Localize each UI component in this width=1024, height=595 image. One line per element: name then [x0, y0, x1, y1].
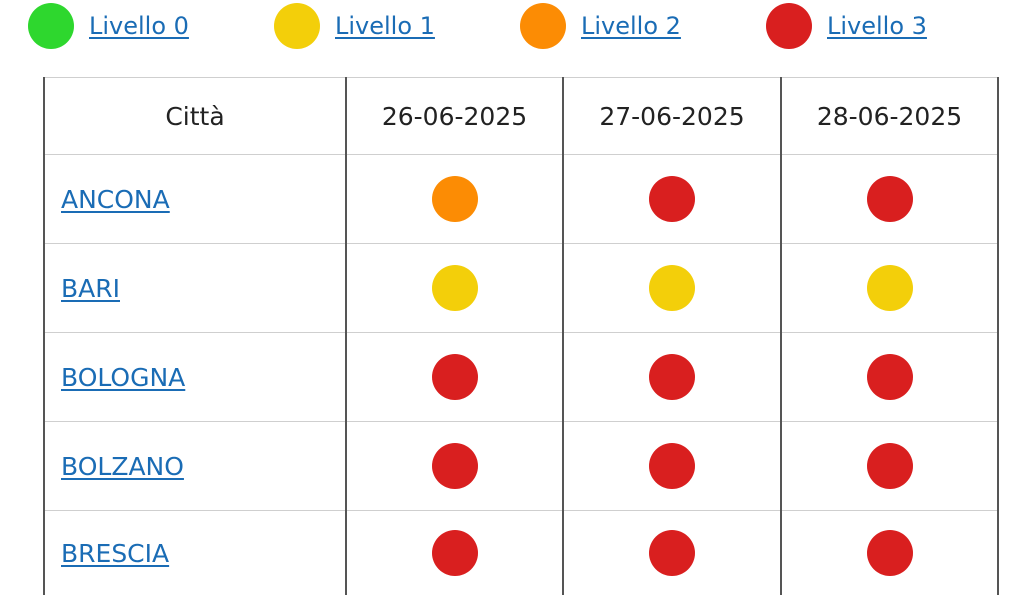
orange-circle-icon — [520, 3, 566, 49]
level-cell — [781, 333, 998, 422]
red-circle-icon — [867, 176, 913, 222]
heat-alert-table: Città 26-06-2025 27-06-2025 28-06-2025 A… — [43, 77, 999, 595]
city-cell: BOLZANO — [44, 422, 346, 511]
yellow-circle-icon — [432, 265, 478, 311]
city-cell: ANCONA — [44, 155, 346, 244]
red-circle-icon — [649, 530, 695, 576]
legend-item-level-2: Livello 2 — [520, 3, 766, 49]
legend-item-level-1: Livello 1 — [274, 3, 520, 49]
level-cell — [563, 244, 781, 333]
level-cell — [346, 333, 563, 422]
city-link-bolzano[interactable]: BOLZANO — [61, 452, 184, 481]
header-date-1: 26-06-2025 — [346, 78, 563, 155]
legend-link-level-1[interactable]: Livello 1 — [335, 12, 435, 40]
city-cell: BARI — [44, 244, 346, 333]
table-header-row: Città 26-06-2025 27-06-2025 28-06-2025 — [44, 78, 998, 155]
legend-link-level-3[interactable]: Livello 3 — [827, 12, 927, 40]
level-cell — [563, 333, 781, 422]
city-link-bari[interactable]: BARI — [61, 274, 120, 303]
level-cell — [563, 422, 781, 511]
yellow-circle-icon — [649, 265, 695, 311]
legend-link-level-0[interactable]: Livello 0 — [89, 12, 189, 40]
city-link-ancona[interactable]: ANCONA — [61, 185, 170, 214]
header-date-3: 28-06-2025 — [781, 78, 998, 155]
legend-item-level-0: Livello 0 — [28, 3, 274, 49]
level-cell — [346, 422, 563, 511]
legend-link-level-2[interactable]: Livello 2 — [581, 12, 681, 40]
green-circle-icon — [28, 3, 74, 49]
yellow-circle-icon — [867, 265, 913, 311]
city-cell: BRESCIA — [44, 511, 346, 595]
header-date-2: 27-06-2025 — [563, 78, 781, 155]
table-row: BRESCIA — [44, 511, 998, 595]
header-city: Città — [44, 78, 346, 155]
red-circle-icon — [649, 443, 695, 489]
city-link-bologna[interactable]: BOLOGNA — [61, 363, 185, 392]
red-circle-icon — [867, 354, 913, 400]
red-circle-icon — [432, 530, 478, 576]
red-circle-icon — [867, 530, 913, 576]
table-row: BARI — [44, 244, 998, 333]
red-circle-icon — [766, 3, 812, 49]
level-legend: Livello 0 Livello 1 Livello 2 Livello 3 — [28, 4, 1012, 48]
red-circle-icon — [432, 443, 478, 489]
red-circle-icon — [432, 354, 478, 400]
level-cell — [346, 244, 563, 333]
level-cell — [346, 511, 563, 595]
red-circle-icon — [649, 354, 695, 400]
legend-item-level-3: Livello 3 — [766, 3, 1012, 49]
city-cell: BOLOGNA — [44, 333, 346, 422]
level-cell — [781, 244, 998, 333]
yellow-circle-icon — [274, 3, 320, 49]
table-row: BOLOGNA — [44, 333, 998, 422]
level-cell — [346, 155, 563, 244]
level-cell — [563, 511, 781, 595]
level-cell — [781, 155, 998, 244]
level-cell — [781, 422, 998, 511]
red-circle-icon — [867, 443, 913, 489]
orange-circle-icon — [432, 176, 478, 222]
table-row: BOLZANO — [44, 422, 998, 511]
city-link-brescia[interactable]: BRESCIA — [61, 539, 169, 568]
table-row: ANCONA — [44, 155, 998, 244]
level-cell — [781, 511, 998, 595]
level-cell — [563, 155, 781, 244]
red-circle-icon — [649, 176, 695, 222]
